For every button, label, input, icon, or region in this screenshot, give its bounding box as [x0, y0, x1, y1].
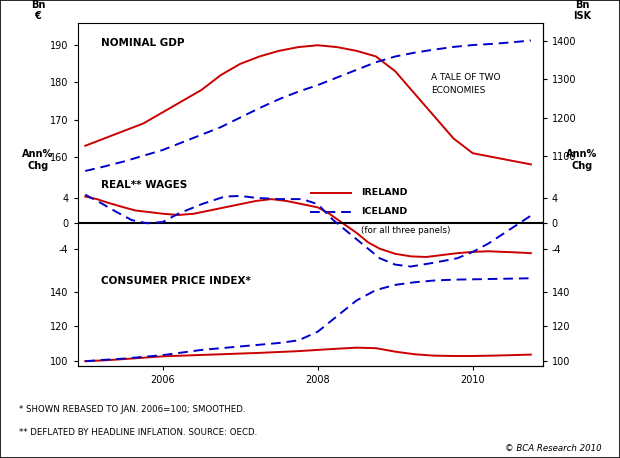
Text: A TALE OF TWO
ECONOMIES: A TALE OF TWO ECONOMIES	[431, 73, 500, 95]
Text: Ann%
Chg: Ann% Chg	[567, 149, 598, 171]
Text: ** DEFLATED BY HEADLINE INFLATION. SOURCE: OECD.: ** DEFLATED BY HEADLINE INFLATION. SOURC…	[19, 428, 257, 437]
Text: ICELAND: ICELAND	[361, 207, 407, 216]
Text: Ann%
Chg: Ann% Chg	[22, 149, 53, 171]
Text: Bn
ISK: Bn ISK	[573, 0, 591, 22]
Text: © BCA Research 2010: © BCA Research 2010	[505, 444, 601, 453]
Text: REAL** WAGES: REAL** WAGES	[100, 180, 187, 191]
Text: (for all three panels): (for all three panels)	[361, 226, 451, 235]
Text: IRELAND: IRELAND	[361, 188, 408, 197]
Text: * SHOWN REBASED TO JAN. 2006=100; SMOOTHED.: * SHOWN REBASED TO JAN. 2006=100; SMOOTH…	[19, 405, 245, 414]
Text: CONSUMER PRICE INDEX*: CONSUMER PRICE INDEX*	[100, 276, 250, 286]
Text: Bn
€: Bn €	[31, 0, 45, 22]
Text: NOMINAL GDP: NOMINAL GDP	[100, 38, 184, 48]
